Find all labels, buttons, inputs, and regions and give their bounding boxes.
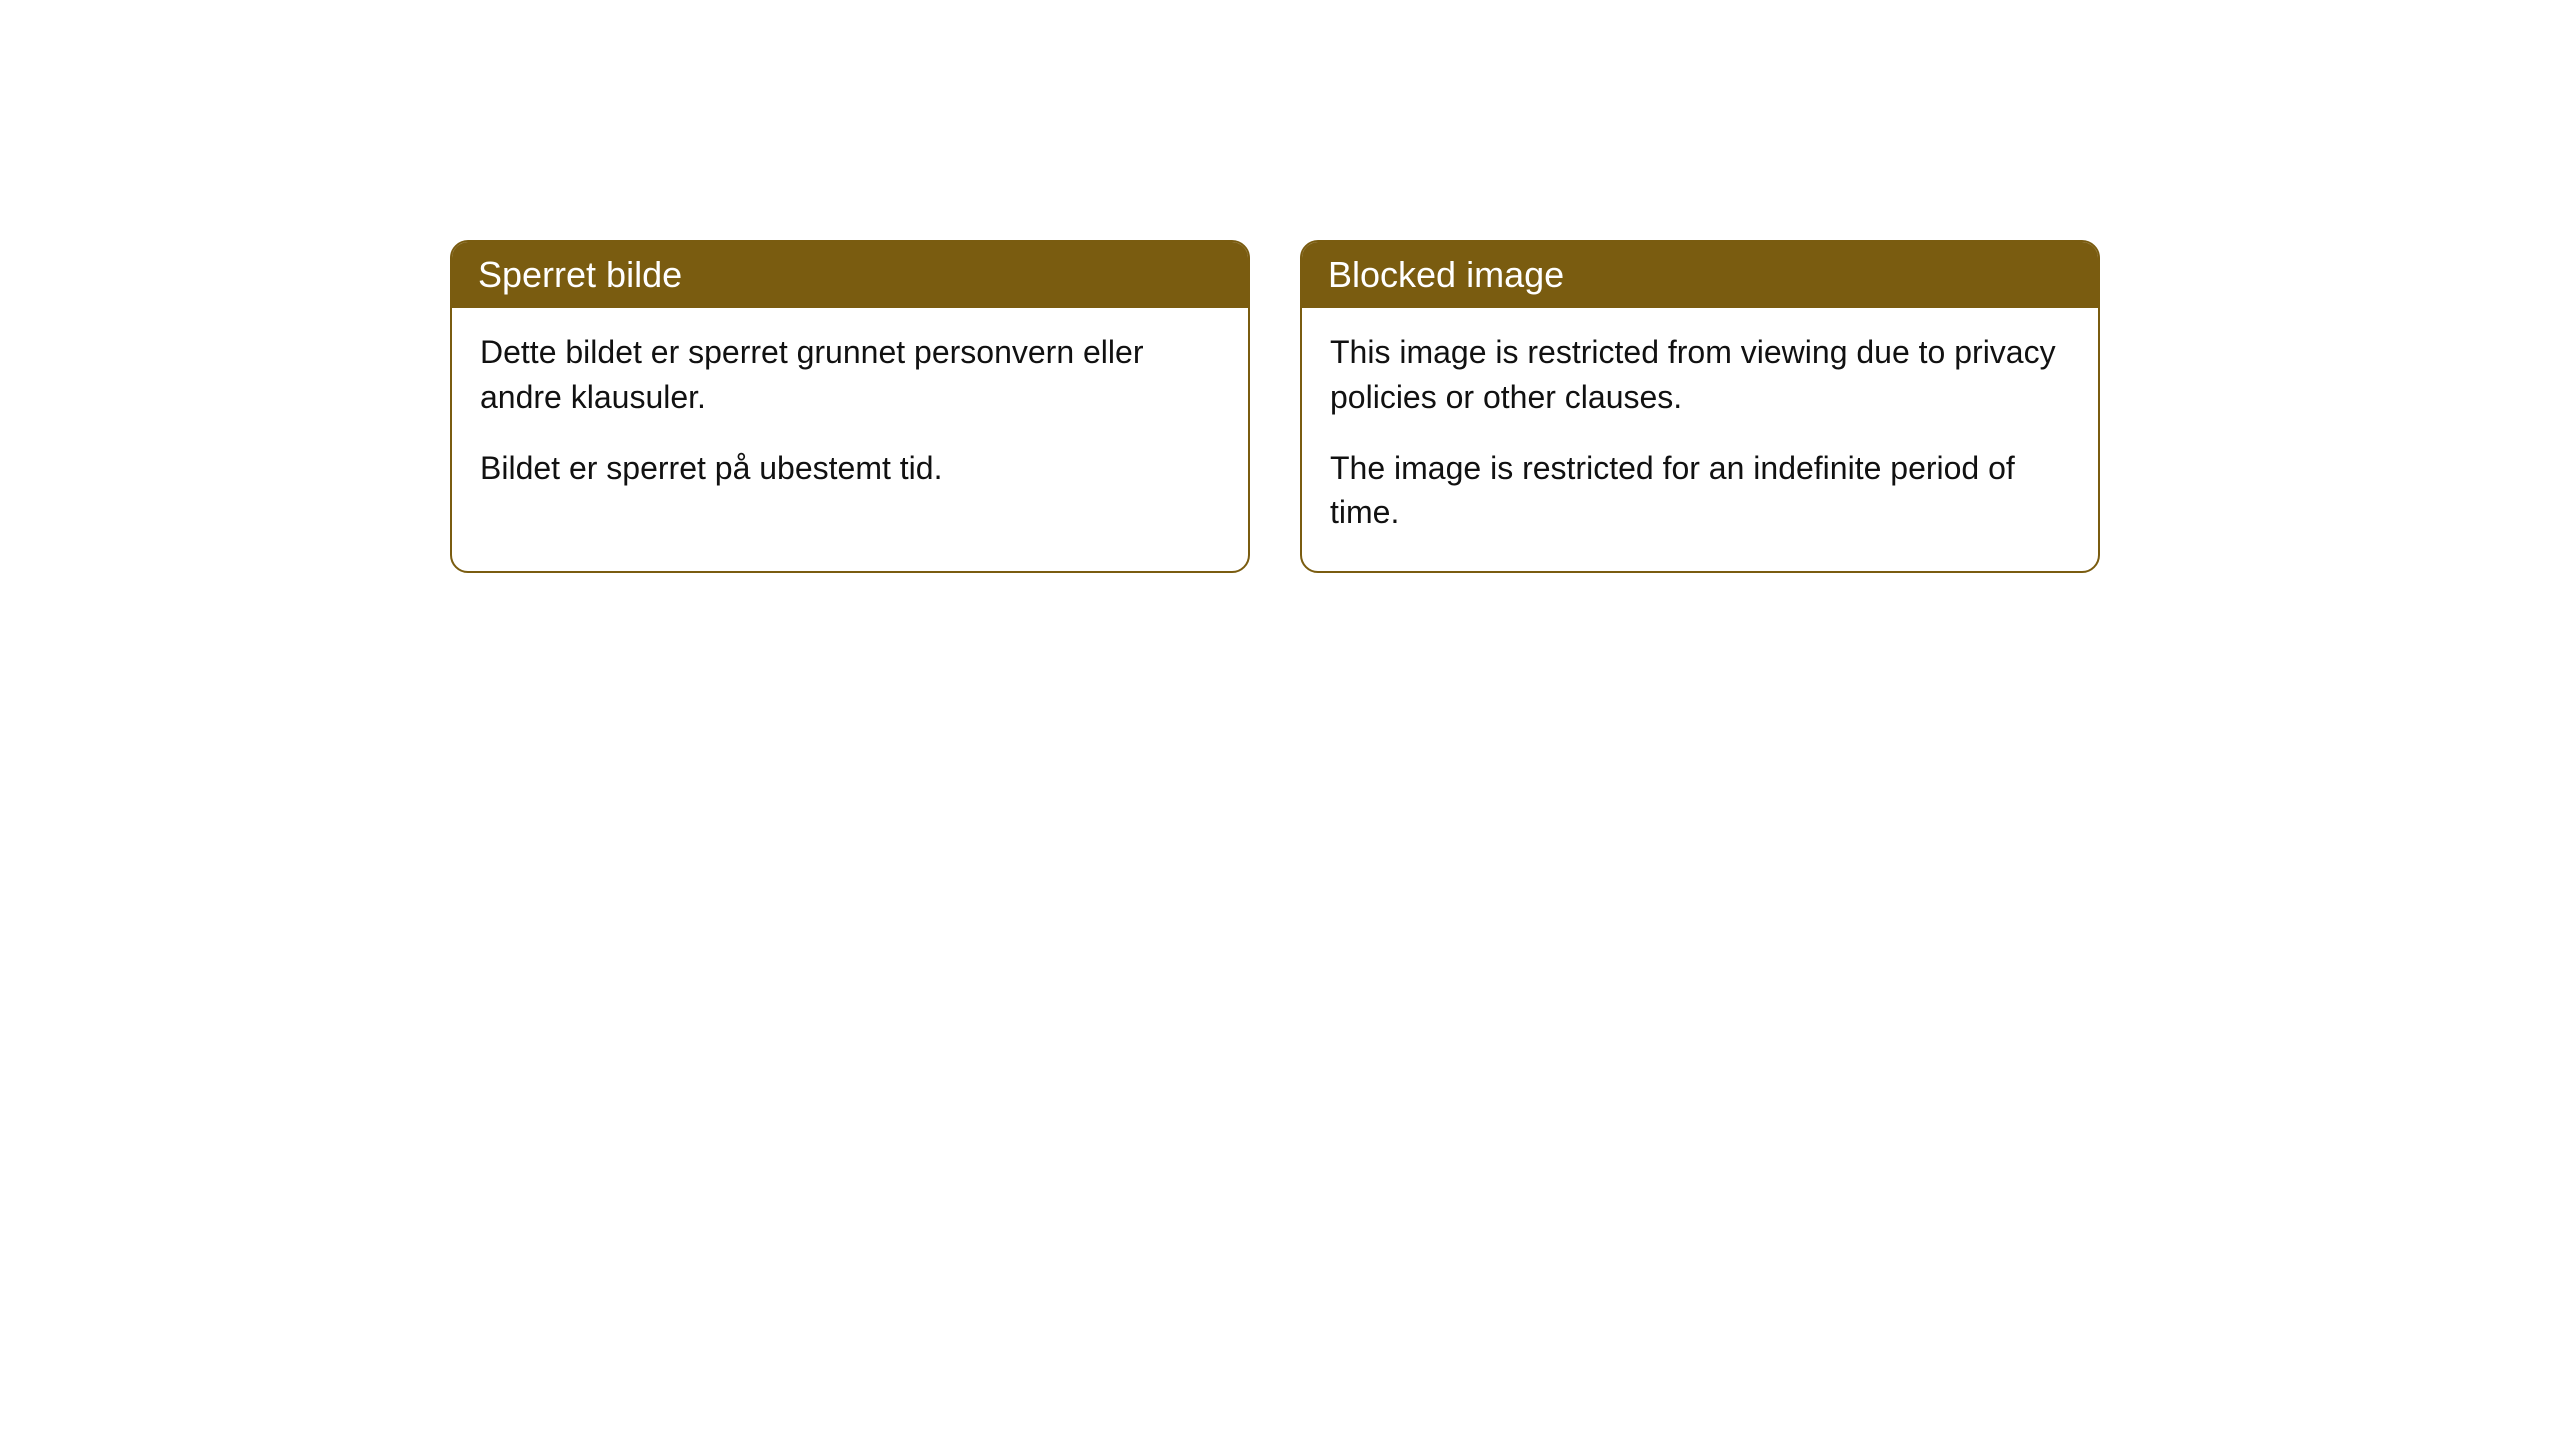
notice-paragraph: Dette bildet er sperret grunnet personve… [480,330,1220,420]
notice-body: This image is restricted from viewing du… [1302,308,2098,571]
notice-title: Sperret bilde [478,254,682,295]
notice-header: Sperret bilde [452,242,1248,308]
notice-paragraph: The image is restricted for an indefinit… [1330,446,2070,536]
notice-card-norwegian: Sperret bilde Dette bildet er sperret gr… [450,240,1250,573]
notice-body: Dette bildet er sperret grunnet personve… [452,308,1248,526]
notice-header: Blocked image [1302,242,2098,308]
notice-title: Blocked image [1328,254,1564,295]
notice-card-english: Blocked image This image is restricted f… [1300,240,2100,573]
notice-container: Sperret bilde Dette bildet er sperret gr… [450,240,2100,573]
notice-paragraph: This image is restricted from viewing du… [1330,330,2070,420]
notice-paragraph: Bildet er sperret på ubestemt tid. [480,446,1220,491]
